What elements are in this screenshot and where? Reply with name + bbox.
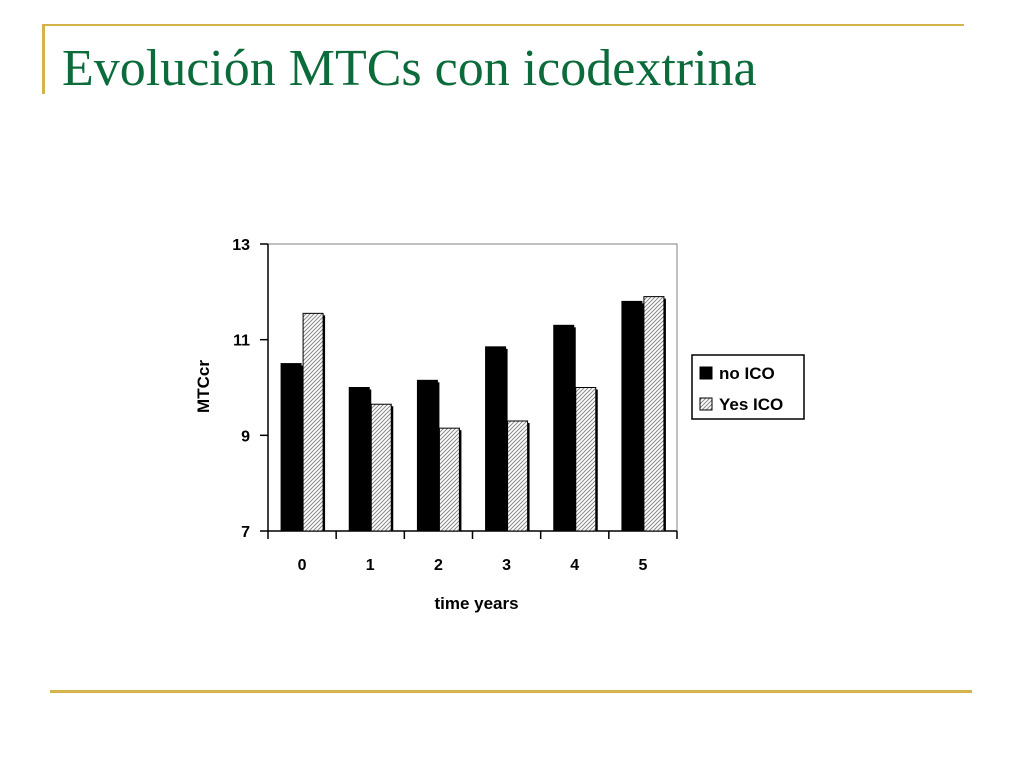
legend-label: no ICO	[719, 364, 775, 383]
top-accent-line	[42, 24, 964, 26]
x-axis-title: time years	[434, 594, 518, 613]
y-tick-label: 13	[232, 237, 250, 254]
x-tick-label: 5	[638, 557, 647, 574]
bar-yes-ico	[302, 312, 324, 532]
bar-yes-ico	[438, 427, 460, 532]
left-accent-line	[42, 24, 45, 94]
legend-swatch	[699, 366, 713, 380]
bar-yes-ico	[575, 387, 597, 532]
y-tick-label: 11	[233, 333, 250, 350]
x-tick-label: 3	[502, 557, 511, 574]
x-tick-label: 2	[434, 557, 443, 574]
legend-swatch	[699, 397, 713, 411]
bar-no-ico	[485, 346, 507, 532]
bar-yes-ico	[370, 403, 392, 532]
bar-yes-ico	[643, 296, 665, 532]
bar-no-ico	[553, 324, 575, 532]
x-tick-label: 4	[570, 557, 579, 574]
bottom-accent-line	[50, 690, 972, 693]
y-tick-label: 7	[241, 524, 250, 541]
x-tick-label: 0	[298, 557, 307, 574]
legend-label: Yes ICO	[719, 395, 783, 414]
slide-title: Evolución MTCs con icodextrina	[62, 40, 757, 97]
bar-no-ico	[621, 300, 643, 532]
bar-no-ico	[348, 387, 370, 532]
plot-frame	[267, 243, 678, 532]
y-tick-label: 9	[241, 428, 250, 445]
plot-area: 7 9 11 13 0 1 2 3 4 5 time years MTCcr no ICO Yes ICO	[194, 237, 805, 613]
bar-no-ico	[416, 379, 438, 532]
y-axis-title: MTCcr	[194, 360, 213, 413]
x-tick-label: 1	[366, 557, 375, 574]
bar-yes-ico	[507, 420, 529, 532]
bar-no-ico	[280, 363, 302, 532]
